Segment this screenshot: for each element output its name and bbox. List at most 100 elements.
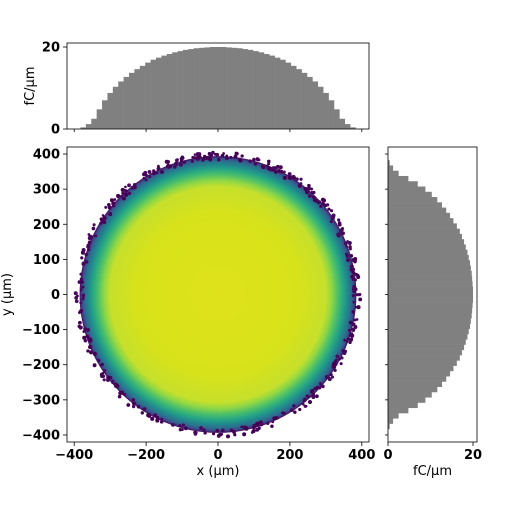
edge-particle: [155, 171, 159, 175]
edge-particle: [311, 394, 316, 400]
edge-particle: [99, 372, 104, 377]
right-histogram-bar: [388, 175, 409, 182]
edge-particle: [351, 270, 355, 274]
edge-particle: [153, 413, 158, 417]
edge-particle: [217, 157, 221, 161]
edge-particle: [327, 207, 331, 211]
right-histogram-bar: [388, 233, 462, 240]
edge-particle: [102, 216, 107, 221]
right-histogram-bar: [388, 418, 394, 424]
edge-particle: [74, 296, 78, 300]
edge-particle: [218, 432, 222, 436]
edge-particle: [311, 195, 316, 200]
edge-particle: [156, 166, 161, 171]
edge-particle: [79, 288, 83, 292]
main-y-label: y (µm): [0, 273, 15, 316]
edge-particle: [82, 335, 87, 340]
y-tick-label: −300: [22, 393, 60, 408]
top-histogram-bar: [231, 47, 238, 129]
edge-particle: [343, 338, 347, 342]
top-histogram-bar: [312, 81, 319, 129]
edge-particle: [240, 154, 244, 158]
edge-particle: [348, 320, 353, 325]
edge-particle: [303, 186, 308, 191]
top-histogram-bar: [80, 127, 87, 129]
right-x-tick-label: 0: [383, 448, 392, 463]
edge-particle: [331, 213, 336, 218]
edge-particle: [267, 166, 271, 170]
edge-particle: [255, 423, 260, 427]
right-marginal-histogram: 0 20 fC/µm: [383, 146, 482, 479]
edge-particle: [78, 311, 82, 315]
edge-particle: [315, 385, 320, 389]
edge-particle: [251, 428, 256, 434]
edge-particle: [283, 170, 286, 174]
edge-particle: [82, 330, 86, 333]
right-histogram-bar: [388, 286, 473, 293]
edge-particle: [310, 191, 314, 194]
top-histogram-bar: [333, 109, 340, 129]
edge-particle: [289, 408, 294, 412]
edge-particle: [350, 337, 354, 341]
edge-particle: [234, 151, 239, 156]
right-histogram-bar: [388, 323, 471, 330]
edge-particle: [346, 240, 350, 243]
edge-particle: [349, 264, 354, 269]
edge-particle: [318, 382, 322, 386]
edge-particle: [86, 243, 90, 247]
edge-particle: [121, 191, 125, 195]
right-histogram-bar: [388, 249, 468, 256]
edge-particle: [160, 170, 164, 174]
edge-particle: [315, 394, 319, 399]
edge-particle: [353, 318, 357, 322]
edge-particle: [303, 397, 307, 402]
right-histogram-bar: [388, 254, 469, 261]
edge-particle: [86, 349, 90, 353]
edge-particle: [84, 252, 89, 257]
edge-particle: [171, 423, 175, 427]
edge-particle: [335, 354, 340, 359]
top-histogram-bar: [247, 49, 254, 130]
right-histogram-bar: [388, 349, 462, 356]
edge-particle: [215, 428, 220, 433]
top-histogram-bar: [344, 124, 351, 129]
edge-particle: [79, 301, 83, 305]
top-histogram-bar: [123, 76, 130, 129]
edge-particle: [351, 310, 355, 314]
right-histogram-bar: [388, 165, 394, 172]
edge-particle: [330, 375, 335, 379]
edge-particle: [255, 427, 260, 432]
top-histogram-bar: [204, 47, 211, 129]
x-tick-label: −200: [127, 448, 165, 463]
edge-particle: [116, 195, 120, 199]
edge-particle: [275, 416, 279, 420]
top-histogram-bar: [274, 57, 281, 129]
edge-particle: [79, 277, 84, 282]
edge-particle: [351, 322, 356, 327]
edge-particle: [337, 218, 341, 222]
edge-particle: [77, 324, 81, 329]
right-histogram-bar: [388, 318, 471, 324]
right-histogram-bar: [388, 302, 473, 308]
edge-particle: [111, 379, 115, 383]
right-histogram-bar: [388, 391, 432, 398]
top-marginal-histogram: 0 20 fC/µm: [23, 41, 370, 138]
edge-particle: [100, 362, 104, 366]
edge-particle: [107, 203, 111, 207]
edge-particle: [103, 369, 107, 373]
edge-particle: [113, 198, 117, 201]
right-histogram-bar: [388, 334, 468, 340]
edge-particle: [178, 427, 183, 432]
edge-particle: [191, 155, 195, 159]
edge-particle: [274, 170, 278, 174]
edge-particle: [319, 204, 323, 208]
edge-particle: [309, 389, 314, 394]
edge-particle: [270, 424, 274, 428]
edge-particle: [84, 327, 88, 332]
right-histogram-bar: [388, 344, 465, 351]
edge-particle: [140, 411, 144, 415]
edge-particle: [301, 402, 305, 406]
right-histogram-bar: [388, 355, 460, 361]
top-histogram-bar: [290, 65, 297, 129]
edge-particle: [252, 425, 256, 430]
